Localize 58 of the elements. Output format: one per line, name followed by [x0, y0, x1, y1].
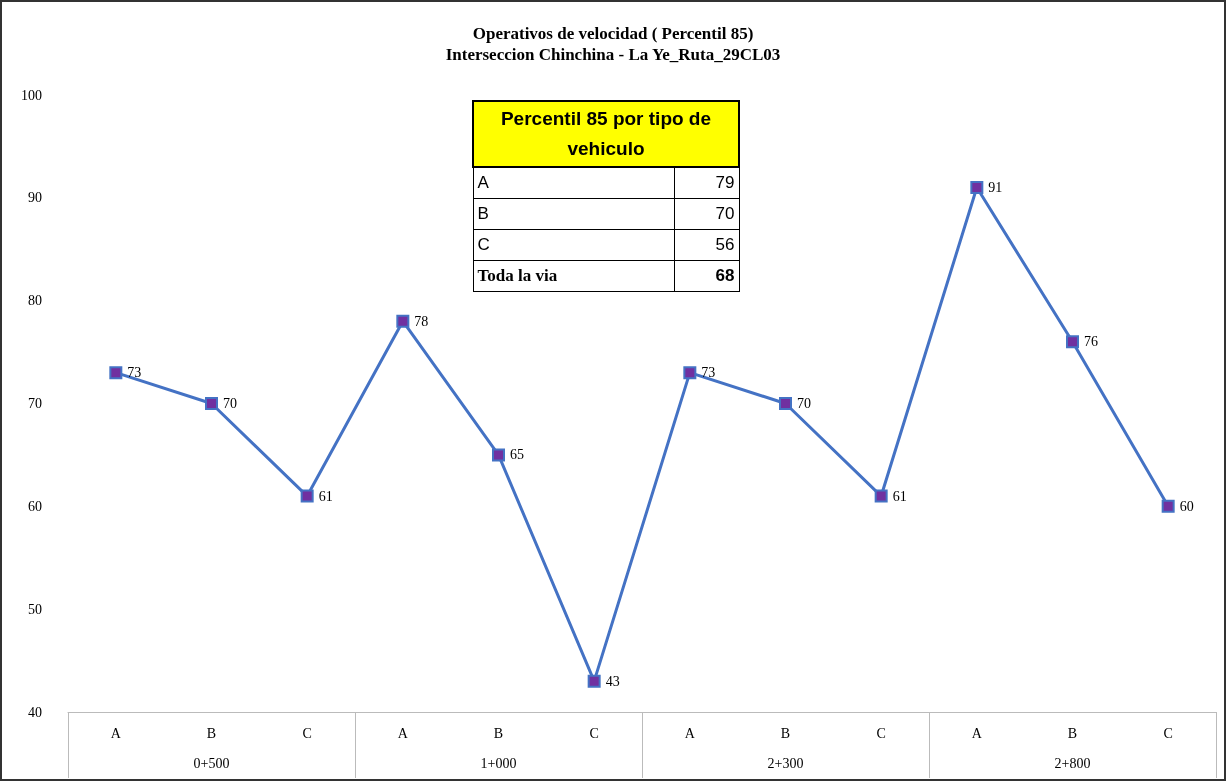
x-tick-label: B — [206, 725, 217, 741]
point — [970, 181, 984, 195]
data-label: 70 — [223, 396, 237, 411]
data-label: 61 — [892, 488, 907, 504]
x-tick-label: C — [1163, 725, 1173, 741]
data-label: 73 — [127, 365, 142, 381]
data-label: 79 — [674, 167, 739, 199]
chart-title: Operativos de velocidad ( Percentil 85) — [472, 24, 754, 43]
data-label: 65 — [510, 447, 524, 463]
data-label: 70 — [797, 396, 811, 411]
point — [779, 397, 792, 410]
point — [874, 489, 888, 503]
text: 0+500 — [193, 755, 230, 771]
y-tick-label: 60 — [28, 498, 42, 514]
point — [1161, 499, 1175, 513]
y-tick-label: 50 — [28, 601, 42, 617]
x-tick-label: C — [302, 725, 312, 741]
text: 2+300 — [767, 755, 804, 771]
y-tick-label: 90 — [28, 190, 42, 206]
point — [300, 489, 314, 503]
x-tick-label: A — [110, 725, 122, 741]
text: Percentil 85 por tipo de vehiculo — [473, 101, 739, 167]
category-label: C — [473, 229, 675, 261]
point — [683, 366, 697, 380]
x-tick-label: B — [1067, 725, 1078, 741]
data-label: 61 — [318, 488, 333, 504]
x-tick-label: C — [589, 725, 599, 741]
data-label: 76 — [1084, 334, 1098, 350]
x-tick-label: B — [493, 725, 504, 741]
data-label: 73 — [701, 365, 716, 381]
data-label: 70 — [674, 198, 739, 230]
point — [492, 448, 505, 462]
point — [396, 314, 410, 328]
x-tick-label: B — [780, 725, 791, 741]
x-tick-label: C — [876, 725, 886, 741]
x-tick-label: A — [971, 725, 983, 741]
data-label: 78 — [414, 313, 429, 329]
y-tick-label: 40 — [28, 704, 42, 720]
category-label: B — [473, 198, 675, 230]
x-tick-label: A — [684, 725, 696, 741]
data-label: 68 — [674, 260, 739, 292]
y-tick-label: 100 — [21, 87, 42, 103]
data-label: 56 — [674, 229, 739, 261]
text: 2+800 — [1054, 755, 1091, 771]
point — [205, 397, 218, 410]
point — [109, 366, 123, 380]
point — [1066, 335, 1079, 349]
data-label: 43 — [605, 673, 620, 689]
chart-subtitle: Interseccion Chinchina - La Ye_Ruta_29CL03 — [445, 45, 781, 64]
x-tick-label: A — [397, 725, 409, 741]
point — [587, 674, 601, 688]
category-label: Toda la via — [473, 260, 675, 292]
data-label: 60 — [1179, 498, 1194, 514]
text: 1+000 — [480, 755, 517, 771]
category-label: A — [473, 167, 675, 199]
y-tick-label: 70 — [28, 396, 42, 411]
data-label: 91 — [988, 180, 1003, 196]
y-tick-label: 80 — [28, 293, 42, 309]
